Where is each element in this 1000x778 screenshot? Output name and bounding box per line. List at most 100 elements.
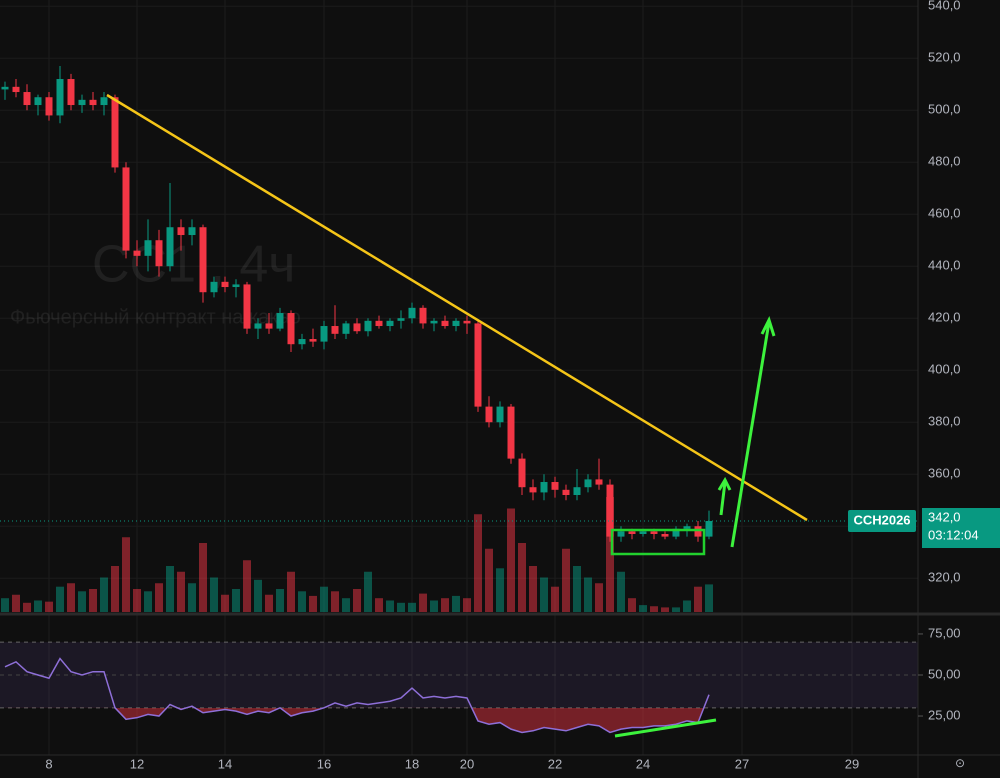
volume-bar (122, 537, 130, 612)
candle-body (166, 227, 174, 267)
candle-body (628, 531, 636, 535)
candle-body (287, 313, 295, 345)
volume-bar (144, 591, 152, 612)
candle-body (397, 318, 405, 321)
candle-body (573, 487, 581, 496)
consolidation-box (610, 528, 706, 556)
y-tick-label: 460,0 (928, 206, 961, 221)
volume-bar (397, 602, 405, 612)
volume-bar (551, 586, 559, 612)
candle-body (386, 320, 394, 327)
candle-body (177, 227, 185, 236)
candle-body (474, 323, 482, 407)
volume-bar (452, 595, 460, 612)
candle-body (419, 307, 427, 324)
volume-bar (199, 543, 207, 612)
volume-bar (254, 579, 262, 612)
candle-body (375, 320, 383, 327)
volume-bar (507, 508, 515, 612)
candle-body (540, 482, 548, 493)
candle-body (56, 79, 64, 116)
y-tick-label: 360,0 (928, 466, 961, 481)
candle-body (89, 99, 97, 106)
y-tick-label: 500,0 (928, 102, 961, 117)
volume-bar (12, 594, 20, 612)
volume-bar (34, 600, 42, 612)
candle-body (430, 320, 438, 324)
candle-body (221, 281, 229, 288)
candle-body (650, 531, 658, 535)
volume-bar (298, 591, 306, 612)
volume-bar (309, 595, 317, 612)
x-tick-label: 16 (317, 756, 331, 771)
candle-body (155, 240, 163, 267)
volume-bar (210, 577, 218, 612)
candle-body (639, 531, 647, 535)
volume-bar (463, 598, 471, 612)
volume-bar (265, 594, 273, 612)
candle-body (584, 479, 592, 488)
y-tick-label: 420,0 (928, 310, 961, 325)
candle-body (694, 526, 702, 537)
x-tick-label: 20 (460, 756, 474, 771)
candle-body (199, 227, 207, 293)
volume-bar (276, 589, 284, 612)
y-tick-label: 380,0 (928, 414, 961, 429)
trendline (106, 93, 808, 522)
x-tick-label: 14 (218, 756, 232, 771)
grid (0, 0, 918, 755)
symbol-box (848, 510, 916, 533)
rsi-oversold-fill (5, 707, 709, 733)
volume-bar (694, 586, 702, 612)
candle-body (518, 458, 526, 488)
price-box (922, 508, 1000, 549)
x-tick-label: 22 (548, 756, 562, 771)
volume-bar (683, 600, 691, 612)
volume-bar (408, 602, 416, 612)
x-tick-label: 8 (45, 756, 52, 771)
volume-bar (1, 598, 9, 612)
rsi-tick-label: 50,00 (928, 666, 961, 681)
candle-body (122, 167, 130, 251)
volume-bar (320, 586, 328, 612)
x-tick-label: 12 (130, 756, 144, 771)
volume-bar (353, 589, 361, 612)
candle-body (144, 240, 152, 256)
volume-bar (111, 566, 119, 612)
volume-bar (639, 605, 647, 612)
candle-body (298, 339, 306, 345)
x-tick-label: 29 (845, 756, 859, 771)
volume-bar (331, 591, 339, 612)
candle-body (34, 97, 42, 106)
candle-body (23, 92, 31, 106)
candle-body (133, 250, 141, 256)
volume-bar (221, 594, 229, 612)
volume-bar (23, 602, 31, 612)
candle-body (188, 227, 196, 236)
candle-body (78, 99, 86, 106)
candle-body (265, 323, 273, 329)
candle-body (595, 479, 603, 485)
x-tick-label: 27 (735, 756, 749, 771)
volume-bar (617, 571, 625, 612)
volume-bar (78, 591, 86, 612)
candle-body (606, 484, 614, 537)
volume-bar (188, 583, 196, 612)
volume-bar (364, 571, 372, 612)
y-tick-label: 440,0 (928, 258, 961, 273)
volume-bar (177, 571, 185, 612)
candle-body (529, 487, 537, 493)
candle-body (408, 307, 416, 319)
volume-bar (67, 583, 75, 612)
volume-bar (650, 606, 658, 612)
y-tick-label: 540,0 (928, 0, 961, 13)
marks (0, 66, 918, 734)
last-price-label: 342,0 (928, 509, 961, 524)
candle-body (342, 323, 350, 334)
settings-icon[interactable]: ⊙ (955, 756, 965, 770)
volume-bar (672, 607, 680, 612)
volume-bar (496, 568, 504, 612)
candle-body (1, 86, 9, 90)
volume-bar (243, 560, 251, 612)
